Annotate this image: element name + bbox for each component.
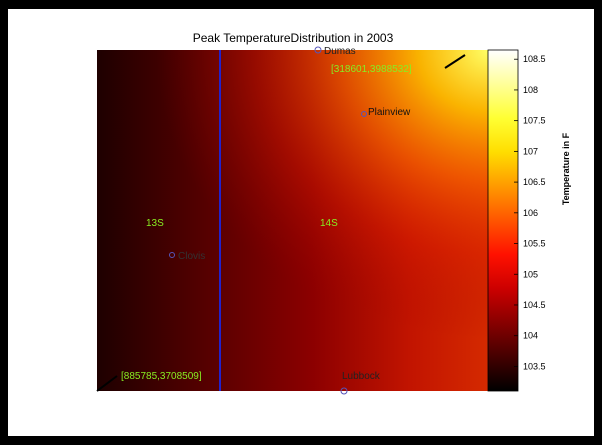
city-dumas: Dumas	[314, 46, 356, 57]
zone-label-13s: 13S	[146, 218, 164, 229]
corner-label-top-right: [318601,3988532]	[331, 64, 412, 75]
zone-label-14s: 14S	[320, 218, 338, 229]
figure: Peak TemperatureDistribution in 2003 [31…	[8, 9, 594, 436]
colorbar-tick-label: 106.5	[523, 177, 546, 187]
colorbar-tick-label: 105.5	[523, 239, 546, 249]
colorbar: 103.5 104 104.5 105 105.5 106 106.5 107 107.5 108…	[487, 49, 571, 392]
heatmap-chart: Peak TemperatureDistribution in 2003 [31…	[96, 31, 571, 395]
chart-title: Peak TemperatureDistribution in 2003	[193, 31, 394, 45]
colorbar-tick-label: 107.5	[523, 116, 546, 126]
colorbar-tick-label: 103.5	[523, 361, 546, 371]
colorbar-tick-label: 108	[523, 85, 538, 95]
colorbar-gradient	[487, 49, 519, 392]
plot-area: [318601,3988532] [885785,3708509] 13S 14…	[96, 46, 489, 395]
colorbar-tick-label: 104	[523, 331, 538, 341]
city-label: Clovis	[178, 251, 205, 262]
colorbar-tick-label: 104.5	[523, 300, 546, 310]
city-lubbock: Lubbock	[340, 371, 381, 395]
city-clovis: Clovis	[169, 251, 205, 262]
city-marker-icon	[314, 46, 322, 54]
colorbar-tick-label: 108.5	[523, 54, 546, 64]
corner-marker-bottom-left	[96, 375, 118, 392]
colorbar-label: Temperature in F	[561, 132, 571, 205]
city-label: Dumas	[324, 46, 356, 57]
city-marker-icon	[169, 252, 175, 258]
colorbar-ticks: 103.5 104 104.5 105 105.5 106 106.5 107 107.5 108…	[514, 54, 546, 371]
heatmap-hot-region	[97, 50, 489, 391]
corner-marker-top-right	[444, 54, 466, 69]
corner-label-bottom-left: [885785,3708509]	[121, 371, 202, 382]
city-label: Lubbock	[342, 371, 381, 382]
colorbar-tick-label: 105	[523, 269, 538, 279]
colorbar-tick-label: 106	[523, 208, 538, 218]
city-plainview: Plainview	[361, 107, 411, 118]
city-label: Plainview	[368, 107, 411, 118]
colorbar-tick-label: 107	[523, 146, 538, 156]
city-marker-icon	[340, 387, 348, 395]
city-marker-icon	[361, 111, 367, 117]
